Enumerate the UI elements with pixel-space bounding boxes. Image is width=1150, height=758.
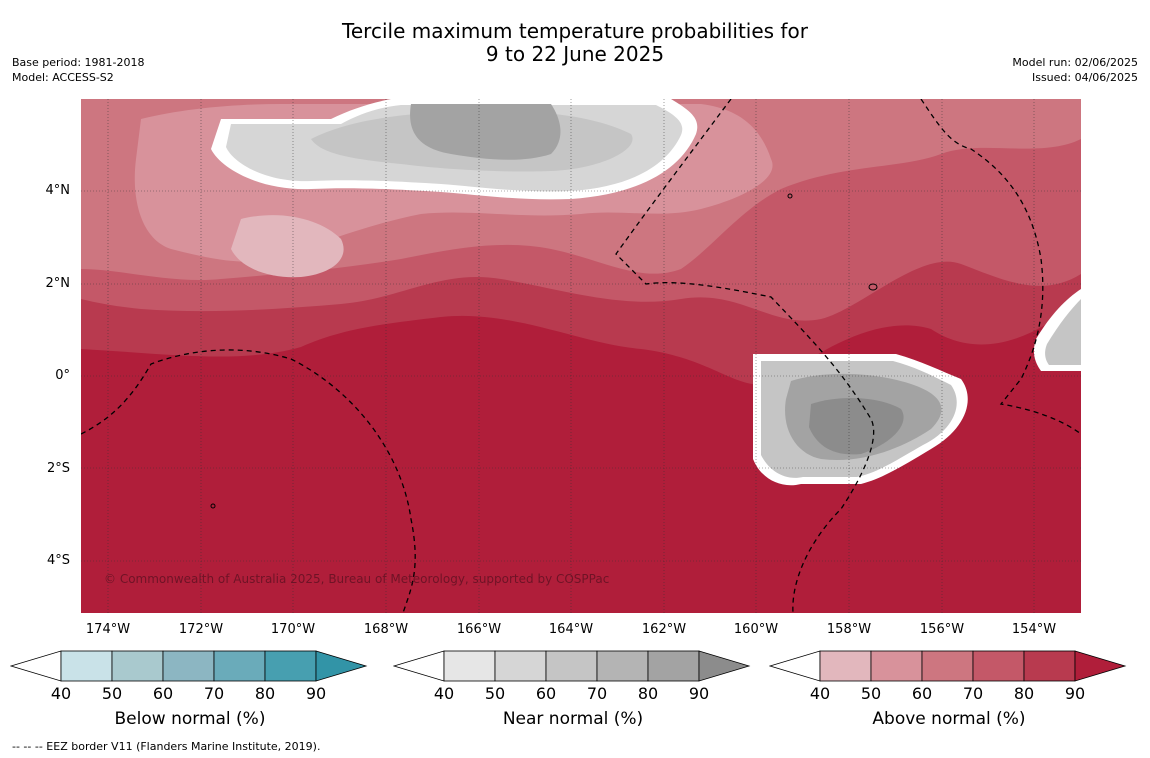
colorbar-tick-label: 80 — [1013, 684, 1035, 703]
colorbar-segment — [972, 650, 1025, 682]
eez-footnote: -- -- -- EEZ border V11 (Flanders Marine… — [12, 740, 321, 753]
map-title-line2: 9 to 22 June 2025 — [485, 42, 665, 66]
colorbar-tick-label: 60 — [152, 684, 174, 703]
copyright-text: © Commonwealth of Australia 2025, Bureau… — [104, 572, 610, 586]
left-meta: Base period: 1981-2018 Model: ACCESS-S2 — [12, 55, 144, 85]
colorbar-tick-label: 40 — [50, 684, 72, 703]
colorbar-segment — [60, 650, 113, 682]
colorbar-tick-label: 90 — [1064, 684, 1086, 703]
issued-text: Issued: 04/06/2025 — [1031, 71, 1138, 84]
base-period-text: Base period: 1981-2018 — [12, 56, 145, 69]
colorbar-segment — [494, 650, 547, 682]
colorbar-segment — [819, 650, 872, 682]
lon-label-162w: 162°W — [641, 622, 687, 637]
lon-label-156w: 156°W — [919, 622, 965, 637]
model-run-text: Model run: 02/06/2025 — [1012, 56, 1138, 69]
colorbar-tick-label: 80 — [254, 684, 276, 703]
lon-label-170w: 170°W — [270, 622, 316, 637]
colorbar-segment — [870, 650, 923, 682]
model-text: Model: ACCESS-S2 — [12, 71, 114, 84]
probability-map — [81, 99, 1081, 613]
lon-label-154w: 154°W — [1011, 622, 1057, 637]
colorbar-tick-label: 50 — [101, 684, 123, 703]
colorbar-segment — [162, 650, 215, 682]
lat-label-0: 0° — [55, 368, 70, 383]
eez-borders — [81, 99, 1081, 613]
colorbar-tick-label: 60 — [911, 684, 933, 703]
lon-label-164w: 164°W — [548, 622, 594, 637]
colorbar-tick-label: 70 — [203, 684, 225, 703]
colorbar-tick-label: 80 — [637, 684, 659, 703]
colorbar-low-cap — [769, 650, 821, 682]
colorbar-high-cap — [698, 650, 751, 682]
colorbar-above — [769, 650, 1127, 682]
legend-title-below: Below normal (%) — [114, 709, 266, 729]
colorbar-segment — [921, 650, 974, 682]
colorbar-tick-label: 70 — [962, 684, 984, 703]
colorbar-segment — [1023, 650, 1076, 682]
colorbar-segment — [213, 650, 266, 682]
colorbar-segment — [545, 650, 598, 682]
colorbar-low-cap — [10, 650, 62, 682]
colorbar-tick-label: 70 — [586, 684, 608, 703]
colorbar-tick-label: 90 — [305, 684, 327, 703]
lon-label-174w: 174°W — [85, 622, 131, 637]
legend-title-above: Above normal (%) — [872, 709, 1026, 729]
colorbar-near — [393, 650, 751, 682]
colorbar-tick-label: 40 — [433, 684, 455, 703]
colorbar-tick-label: 50 — [484, 684, 506, 703]
lon-label-166w: 166°W — [456, 622, 502, 637]
lat-label-2s: 2°S — [46, 461, 70, 476]
near-normal-central-80 — [809, 397, 904, 455]
lat-label-2n: 2°N — [45, 276, 71, 291]
colorbar-tick-label: 60 — [535, 684, 557, 703]
lat-label-4n: 4°N — [45, 183, 71, 198]
islands — [210, 193, 878, 509]
lon-label-168w: 168°W — [363, 622, 409, 637]
right-meta: Model run: 02/06/2025 Issued: 04/06/2025 — [1012, 55, 1138, 85]
colorbar-tick-label: 90 — [688, 684, 710, 703]
near-normal-north-70 — [410, 104, 561, 160]
lon-label-158w: 158°W — [826, 622, 872, 637]
colorbar-below — [10, 650, 368, 682]
colorbar-tick-label: 40 — [809, 684, 831, 703]
colorbar-high-cap — [315, 650, 368, 682]
near-normal-east-inner — [1045, 299, 1081, 365]
band-40 — [231, 215, 344, 278]
lon-label-160w: 160°W — [733, 622, 779, 637]
legend-title-near: Near normal (%) — [502, 709, 644, 729]
colorbar-high-cap — [1074, 650, 1127, 682]
lat-label-4s: 4°S — [46, 553, 70, 568]
colorbar-tick-label: 50 — [860, 684, 882, 703]
lon-label-172w: 172°W — [178, 622, 224, 637]
colorbar-segment — [647, 650, 700, 682]
map-title-line1: Tercile maximum temperature probabilitie… — [342, 19, 808, 43]
colorbar-low-cap — [393, 650, 445, 682]
colorbar-segment — [111, 650, 164, 682]
colorbar-segment — [596, 650, 649, 682]
colorbar-segment — [443, 650, 496, 682]
colorbar-segment — [264, 650, 317, 682]
